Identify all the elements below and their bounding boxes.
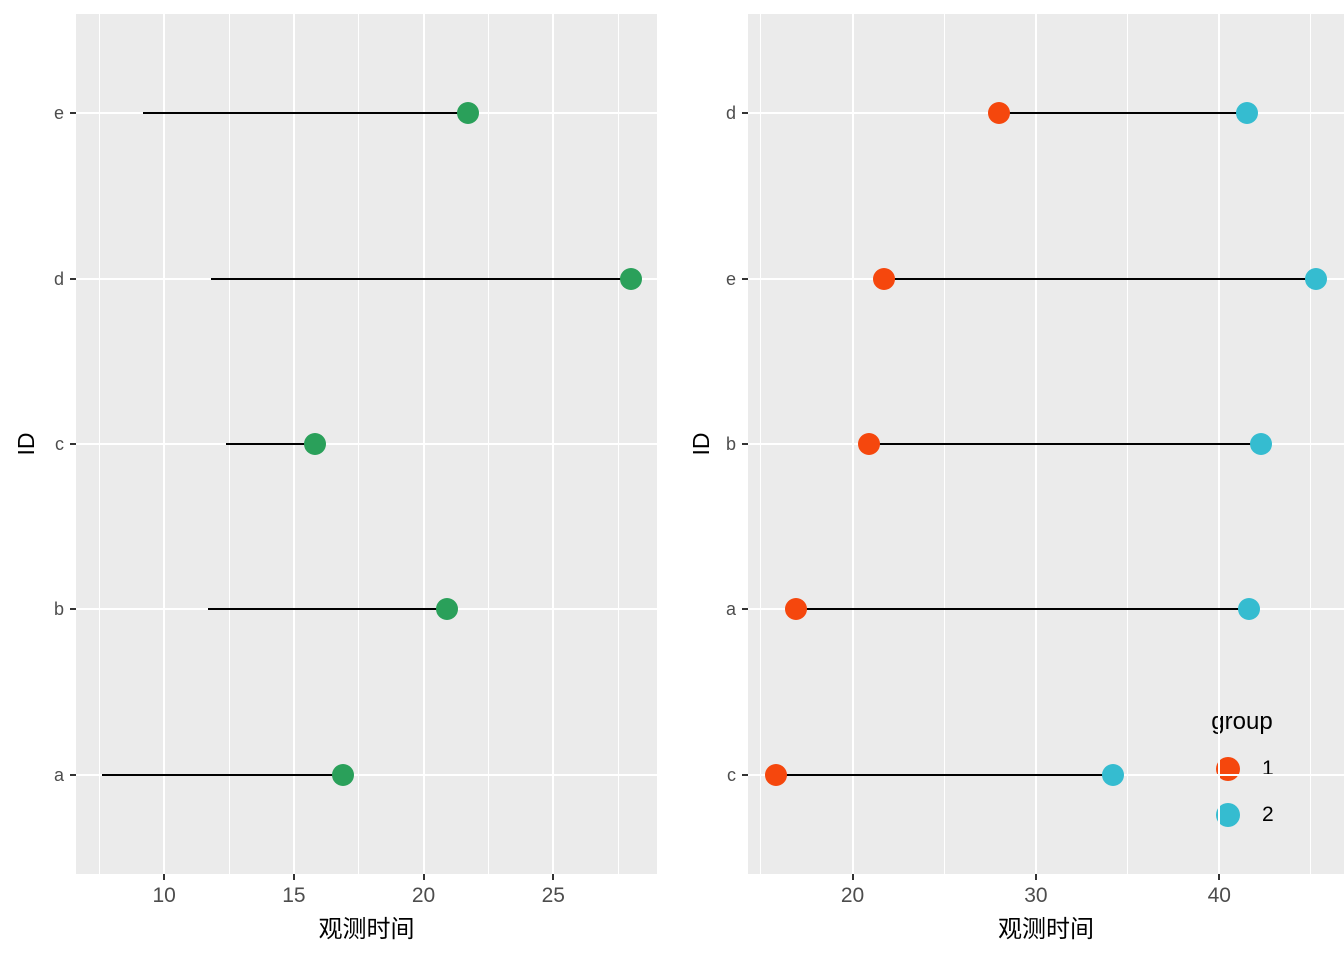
y-tick-mark [742,277,748,280]
right-plot-panel: group 1 2 [748,14,1344,874]
y-tick-label: e [725,268,736,289]
x-tick-mark [1218,874,1221,880]
y-tick-mark [70,608,76,611]
data-point-e-group2 [1305,267,1328,290]
y-tick-mark [742,608,748,611]
y-tick-mark [70,277,76,280]
x-tick-label: 40 [1207,884,1231,907]
segment-b [208,608,447,611]
x-tick-label: 25 [541,884,565,907]
x-tick-mark [1034,874,1037,880]
segment-c [775,773,1113,776]
y-tick-label: c [727,764,736,785]
y-tick-label: b [53,599,64,620]
gridline-major-h [76,773,657,776]
gridline-major-h [76,443,657,445]
data-point-d-group2 [1235,102,1258,125]
y-tick-label: c [55,434,64,454]
data-point-b-group2 [1250,433,1273,455]
legend-label-group2: 2 [1262,803,1274,826]
y-tick-label: a [53,764,64,785]
y-tick-label: e [53,103,64,124]
data-point-a-group2 [1237,598,1260,621]
segment-c [226,443,315,445]
x-tick-mark [292,874,295,880]
x-tick-label: 15 [282,884,306,907]
data-point-c-group2 [1101,763,1124,786]
y-tick-mark [70,443,76,445]
y-tick-mark [742,112,748,115]
y-tick-mark [70,773,76,776]
x-tick-label: 10 [152,884,176,907]
data-point-b-end [435,598,458,621]
data-point-e-group1 [872,267,895,290]
y-tick-mark [70,112,76,115]
segment-d [999,112,1247,115]
data-point-a-end [332,763,355,786]
data-point-d-group1 [988,102,1011,125]
y-tick-mark [742,773,748,776]
x-tick-mark [163,874,166,880]
data-point-c-group1 [764,763,787,786]
y-tick-label: d [725,103,736,124]
x-tick-label: 30 [1024,884,1048,907]
left-plot-panel [76,14,657,874]
legend-label-group1: 1 [1262,757,1274,780]
segment-e [883,277,1317,280]
y-tick-label: b [725,434,736,454]
segment-a [795,608,1249,611]
data-point-d-end [620,267,643,290]
segment-d [210,277,632,280]
x-tick-mark [422,874,425,880]
segment-b [869,443,1262,445]
y-tick-mark [742,443,748,445]
data-point-c-end [303,433,326,455]
data-point-e-end [456,102,479,125]
segment-e [143,112,468,115]
x-axis-title-left: 观测时间 [318,916,415,943]
x-tick-label: 20 [411,884,436,907]
y-tick-label: d [53,268,64,289]
legend-title: group [1211,708,1273,735]
segment-a [101,773,344,776]
y-tick-label: a [725,599,736,620]
x-axis-title-right: 观测时间 [998,916,1094,943]
x-tick-mark [851,874,854,880]
x-tick-mark [552,874,555,880]
data-point-b-group1 [858,433,881,455]
data-point-a-group1 [784,598,807,621]
x-tick-label: 20 [840,884,865,907]
